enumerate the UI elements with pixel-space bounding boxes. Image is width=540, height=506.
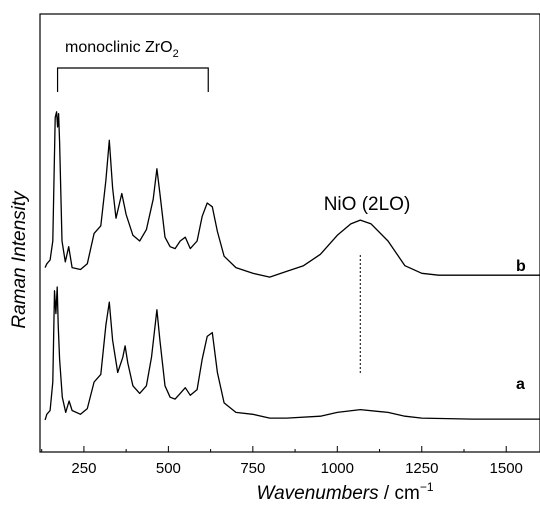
zro2-label: monoclinic ZrO2 — [65, 39, 179, 60]
annotations: monoclinic ZrO2 NiO (2LO) — [56, 39, 411, 375]
zro2-bracket — [56, 67, 209, 92]
x-tick-labels: 250 500 750 1000 1250 1500 — [71, 460, 523, 477]
y-axis-title: Raman Intensity — [9, 190, 30, 329]
x-tick-label: 1250 — [405, 460, 438, 477]
series-line-b — [44, 111, 540, 278]
x-tick-label: 500 — [156, 460, 181, 477]
x-ticks — [41, 446, 507, 452]
nio-label: NiO (2LO) — [324, 194, 411, 215]
x-tick-label: 250 — [71, 460, 96, 477]
series-line-a — [44, 286, 540, 421]
plot-frame — [39, 13, 540, 453]
x-axis-title: Wavenumbers / cm−1 — [256, 480, 433, 504]
x-tick-label: 1000 — [321, 460, 354, 477]
x-tick-label: 1500 — [490, 460, 523, 477]
series-label-b: b — [516, 258, 526, 275]
x-tick-label: 750 — [240, 460, 265, 477]
series-curves — [44, 111, 540, 421]
series-label-a: a — [516, 376, 525, 393]
